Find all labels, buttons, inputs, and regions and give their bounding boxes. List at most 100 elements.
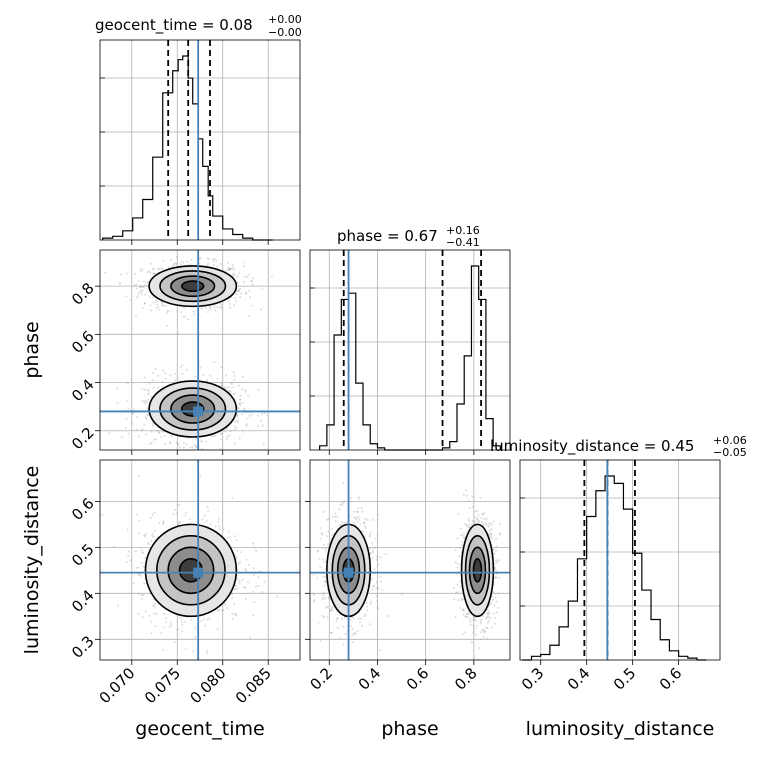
sample-point — [126, 399, 129, 402]
sample-point — [319, 566, 322, 569]
sample-point — [162, 648, 165, 651]
sample-point — [488, 532, 491, 535]
sample-point — [161, 430, 164, 433]
sample-point — [143, 401, 146, 404]
sample-point — [154, 625, 157, 628]
sample-point — [141, 269, 144, 272]
sample-point — [241, 401, 244, 404]
sample-point — [252, 574, 255, 577]
x-tick-label: 0.075 — [141, 664, 184, 707]
sample-point — [252, 567, 255, 570]
sample-point — [245, 597, 248, 600]
sample-point — [186, 260, 189, 263]
sample-point — [139, 284, 142, 287]
sample-point — [213, 435, 216, 438]
sample-point — [257, 584, 260, 587]
sample-point — [206, 257, 209, 260]
sample-point — [190, 618, 193, 621]
sample-point — [472, 616, 475, 619]
sample-point — [353, 522, 356, 525]
sample-point — [126, 528, 129, 531]
sample-point — [151, 371, 154, 374]
sample-point — [462, 609, 465, 612]
sample-point — [215, 259, 218, 262]
sample-point — [260, 413, 263, 416]
sample-point — [206, 649, 209, 652]
truth-marker — [343, 567, 354, 578]
sample-point — [206, 618, 209, 621]
sample-point — [144, 284, 147, 287]
sample-point — [492, 591, 495, 594]
y-tick-label: 0.6 — [68, 327, 98, 357]
sample-point — [482, 628, 485, 631]
sample-point — [354, 633, 357, 636]
sample-point — [104, 271, 107, 274]
sample-point — [182, 261, 185, 264]
sample-point — [210, 435, 213, 438]
sample-point — [97, 405, 99, 407]
panel-border — [309, 249, 511, 451]
sample-point — [131, 412, 134, 415]
sample-point — [206, 379, 209, 382]
sample-point — [137, 294, 140, 297]
sample-point — [496, 559, 499, 562]
sample-point — [364, 613, 367, 616]
sample-point — [152, 296, 155, 299]
sample-point — [239, 561, 242, 564]
sample-point — [125, 426, 128, 429]
sample-point — [498, 533, 501, 536]
sample-point — [473, 657, 476, 660]
sample-point — [193, 443, 196, 446]
contour-line — [148, 380, 238, 438]
sample-point — [360, 624, 363, 627]
sample-point — [343, 521, 346, 524]
sample-point — [369, 602, 372, 605]
sample-point — [464, 631, 467, 634]
sample-point — [313, 599, 316, 602]
contour-line — [159, 270, 227, 303]
sample-point — [371, 557, 374, 560]
sample-point — [202, 617, 205, 620]
sample-point — [227, 386, 230, 389]
sample-point — [129, 298, 132, 301]
sample-point — [214, 525, 217, 528]
sample-point — [373, 568, 376, 571]
sample-point — [141, 399, 144, 402]
y-tick-label: 0.4 — [68, 375, 98, 405]
sample-point — [147, 543, 150, 546]
sample-point — [375, 558, 378, 561]
x-tick-label: 0.6 — [656, 664, 686, 694]
sample-point — [153, 602, 156, 605]
sample-point — [356, 520, 359, 523]
sample-point — [321, 533, 324, 536]
sample-point — [231, 267, 234, 270]
sample-point — [209, 374, 212, 377]
sample-point — [490, 532, 493, 535]
sample-point — [137, 280, 140, 283]
sample-point — [229, 267, 232, 270]
sample-point — [355, 516, 358, 519]
sample-point — [225, 438, 228, 441]
sample-point — [186, 318, 189, 321]
sample-point — [144, 610, 147, 613]
sample-point — [239, 404, 242, 407]
sample-point — [453, 598, 456, 601]
sample-point — [470, 641, 473, 644]
sample-point — [155, 300, 158, 303]
sample-point — [465, 489, 468, 492]
sample-point — [231, 497, 234, 500]
sample-point — [236, 289, 239, 292]
sample-point — [172, 264, 175, 267]
sample-point — [498, 576, 501, 579]
sample-point — [152, 386, 155, 389]
sample-point — [260, 308, 263, 311]
sample-point — [325, 547, 328, 550]
sample-point — [471, 495, 474, 498]
sample-point — [469, 623, 472, 626]
sample-point — [488, 612, 491, 615]
title-luminosity-distance: luminosity_distance = 0.45 — [490, 437, 694, 456]
sample-point — [217, 520, 220, 523]
sample-point — [183, 306, 186, 309]
sample-point — [194, 626, 197, 629]
sample-point — [134, 550, 137, 553]
